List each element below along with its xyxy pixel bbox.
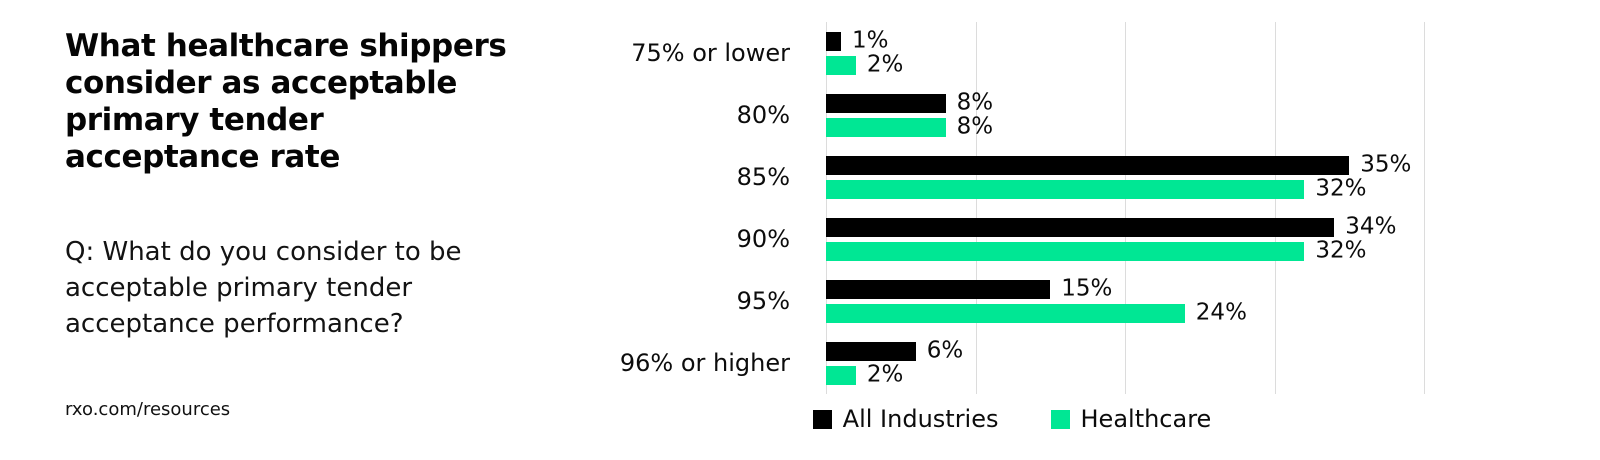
gridline-10 <box>975 22 977 394</box>
bar-track-healthcare: 24% <box>826 299 1424 326</box>
left-panel: What healthcare shippers consider as acc… <box>65 28 545 342</box>
value-label-all-industries-75-or-lower: 1% <box>851 27 889 54</box>
bar-group-75-or-lower: 1% 2% <box>826 22 1424 84</box>
legend-swatch-all-industries <box>812 409 832 429</box>
category-label-75-or-lower: 75% or lower <box>631 39 790 67</box>
bar-healthcare-95 <box>826 303 1185 323</box>
question-subtitle: Q: What do you consider to be acceptable… <box>65 237 462 339</box>
source-url: rxo.com/resources <box>65 399 231 420</box>
bar-track-all-industries: 8% <box>826 89 1424 116</box>
bar-track-all-industries: 34% <box>826 213 1424 240</box>
legend-swatch-healthcare <box>1050 409 1070 429</box>
gridline-40 <box>1424 22 1425 394</box>
legend-item-all-industries: All Industries <box>812 405 999 433</box>
bar-group-85: 35% 32% <box>826 146 1424 208</box>
category-label-85: 85% <box>736 163 790 191</box>
plot-area: 1% 2% 8% 8% 35% 32% 34% 32% 15% 24% 6% 2% <box>826 22 1425 394</box>
legend-label-all-industries: All Industries <box>842 405 999 433</box>
value-label-all-industries-90: 34% <box>1345 213 1397 240</box>
value-label-healthcare-85: 32% <box>1315 175 1367 202</box>
bar-healthcare-75-or-lower <box>826 55 856 75</box>
value-label-healthcare-80: 8% <box>956 113 994 140</box>
category-axis-labels: 75% or lower 80% 85% 90% 95% 96% or higher <box>600 22 790 394</box>
legend-label-healthcare: Healthcare <box>1080 405 1212 433</box>
category-label-80: 80% <box>736 101 790 129</box>
chart-legend: All Industries Healthcare <box>600 402 1424 436</box>
bar-all-industries-75-or-lower <box>826 31 841 51</box>
bar-all-industries-95 <box>826 279 1051 299</box>
bar-track-healthcare: 2% <box>826 361 1424 388</box>
category-label-90: 90% <box>736 225 790 253</box>
value-label-all-industries-96-or-higher: 6% <box>926 337 964 364</box>
value-label-healthcare-75-or-lower: 2% <box>866 51 904 78</box>
category-label-95: 95% <box>736 287 790 315</box>
bar-track-healthcare: 32% <box>826 175 1424 202</box>
bar-all-industries-96-or-higher <box>826 341 916 361</box>
bar-healthcare-80 <box>826 117 946 137</box>
value-label-healthcare-90: 32% <box>1315 237 1367 264</box>
value-label-all-industries-85: 35% <box>1360 151 1412 178</box>
x-axis-line <box>826 22 827 394</box>
gridline-20 <box>1125 22 1126 394</box>
legend-item-healthcare: Healthcare <box>1050 405 1212 433</box>
category-label-96-or-higher: 96% or higher <box>619 349 790 377</box>
bar-track-all-industries: 15% <box>826 275 1424 302</box>
bar-group-80: 8% 8% <box>826 84 1424 146</box>
bar-track-all-industries: 6% <box>826 337 1424 364</box>
value-label-all-industries-95: 15% <box>1061 275 1113 302</box>
bar-track-healthcare: 32% <box>826 237 1424 264</box>
bar-all-industries-80 <box>826 93 946 113</box>
bar-track-all-industries: 1% <box>826 27 1424 54</box>
value-label-healthcare-96-or-higher: 2% <box>866 361 904 388</box>
bar-group-90: 34% 32% <box>826 208 1424 270</box>
value-label-all-industries-80: 8% <box>956 89 994 116</box>
bar-healthcare-85 <box>826 179 1305 199</box>
page-title: What healthcare shippers consider as acc… <box>65 28 507 175</box>
bar-healthcare-90 <box>826 241 1305 261</box>
bar-all-industries-85 <box>826 155 1350 175</box>
bar-track-all-industries: 35% <box>826 151 1424 178</box>
bar-all-industries-90 <box>826 217 1335 237</box>
grouped-bar-chart: 75% or lower 80% 85% 90% 95% 96% or higher 1%… <box>600 22 1425 442</box>
gridline-30 <box>1274 22 1276 394</box>
value-label-healthcare-95: 24% <box>1195 299 1247 326</box>
bar-group-95: 15% 24% <box>826 270 1424 332</box>
bar-track-healthcare: 8% <box>826 113 1424 140</box>
bar-healthcare-96-or-higher <box>826 365 856 385</box>
bar-track-healthcare: 2% <box>826 51 1424 78</box>
bar-group-96-or-higher: 6% 2% <box>826 332 1424 394</box>
